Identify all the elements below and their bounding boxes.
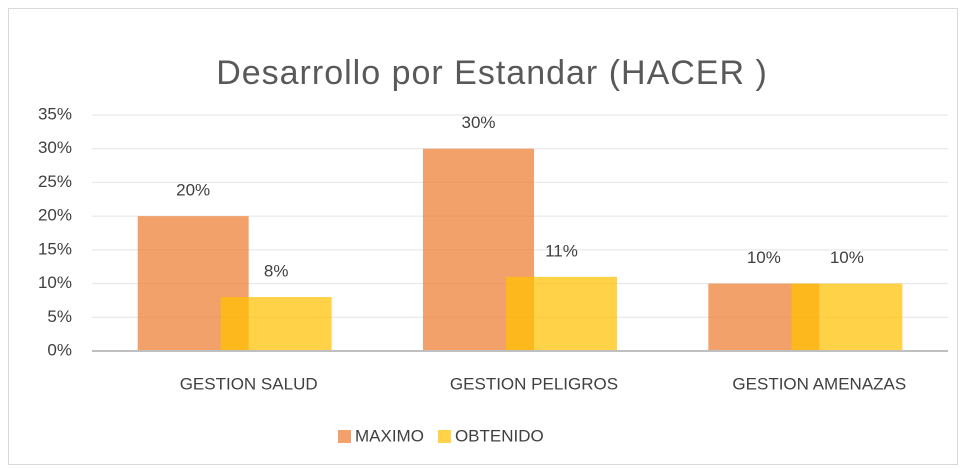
x-tick-label: GESTION PELIGROS — [450, 374, 618, 393]
legend-label: MAXIMO — [355, 426, 424, 445]
y-tick-label: 25% — [38, 172, 72, 191]
y-tick-label: 30% — [38, 138, 72, 157]
data-label: 8% — [264, 262, 289, 281]
y-tick-label: 35% — [38, 104, 72, 123]
x-tick-label: GESTION SALUD — [180, 374, 318, 393]
data-label: 10% — [747, 248, 781, 267]
bar — [506, 276, 617, 351]
data-label: 20% — [176, 181, 210, 200]
y-tick-label: 20% — [38, 206, 72, 225]
data-label: 30% — [461, 113, 495, 132]
y-tick-label: 10% — [38, 273, 72, 292]
bar — [220, 297, 332, 351]
data-label: 10% — [830, 248, 864, 267]
bar — [791, 283, 903, 351]
y-tick-label: 15% — [38, 239, 72, 258]
x-tick-label: GESTION AMENAZAS — [732, 374, 906, 393]
legend-swatch — [437, 430, 451, 443]
data-label: 11% — [545, 241, 578, 260]
y-tick-label: 0% — [47, 340, 72, 359]
legend-swatch — [338, 430, 351, 443]
chart-title: Desarrollo por Estandar (HACER ) — [216, 54, 768, 92]
y-tick-label: 5% — [47, 307, 72, 326]
legend-label: OBTENIDO — [455, 426, 544, 445]
